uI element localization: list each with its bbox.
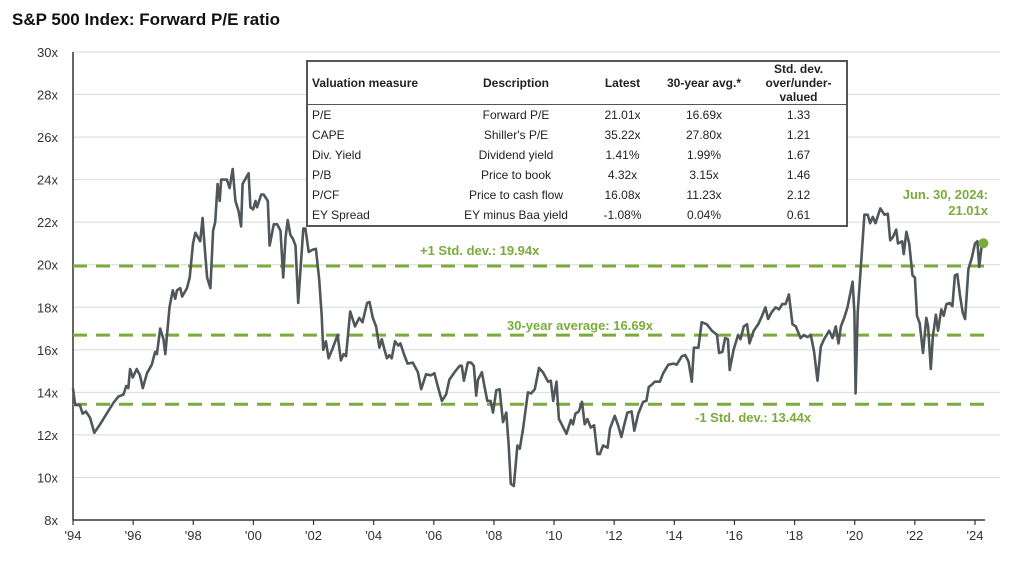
latest-annotation: Jun. 30, 2024: 21.01x xyxy=(903,187,988,219)
header-valuation-measure: Valuation measure xyxy=(308,62,444,105)
table-row: CAPE Shiller's P/E 35.22x 27.80x 1.21 xyxy=(308,125,846,145)
table-cell: 3.15x xyxy=(689,168,719,182)
table-cell: Div. Yield xyxy=(312,148,362,162)
y-tick-label: 20x xyxy=(37,258,58,273)
x-tick-label: '24 xyxy=(967,528,984,543)
table-cell: 1.67 xyxy=(786,148,811,162)
y-tick-label: 28x xyxy=(37,88,58,103)
y-tick-label: 16x xyxy=(37,343,58,358)
y-tick-label: 10x xyxy=(37,470,58,485)
latest-date: Jun. 30, 2024: xyxy=(902,187,988,202)
table-cell: 4.32x xyxy=(607,168,638,182)
table-row: Div. Yield Dividend yield 1.41% 1.99% 1.67 xyxy=(308,145,846,165)
latest-point-marker xyxy=(978,238,989,249)
x-tick-label: '22 xyxy=(906,528,923,543)
x-tick-label: '94 xyxy=(65,528,82,543)
x-tick-label: '02 xyxy=(305,528,322,543)
table-cell: 35.22x xyxy=(604,128,641,142)
x-tick-label: '10 xyxy=(546,528,563,543)
y-tick-label: 30x xyxy=(37,45,58,60)
y-tick-label: 8x xyxy=(44,513,58,528)
table-cell: -1.08% xyxy=(603,208,642,222)
x-tick-label: '96 xyxy=(125,528,142,543)
table-cell: Forward P/E xyxy=(482,108,550,122)
plus-1-std-dev-label: +1 Std. dev.: 19.94x xyxy=(420,243,540,258)
header-std-dev-line2: over/under-valued xyxy=(765,76,832,104)
header-latest: Latest xyxy=(588,62,657,105)
x-tick-label: '12 xyxy=(606,528,623,543)
table-cell: 1.46 xyxy=(786,168,811,182)
table-cell: 1.21 xyxy=(786,128,811,142)
table-cell: Price to book xyxy=(480,168,552,182)
table-cell: EY Spread xyxy=(312,208,370,222)
table-cell: 1.41% xyxy=(605,148,640,162)
table-cell: P/B xyxy=(312,168,332,182)
pe-ratio-line xyxy=(71,167,985,488)
table-cell: 16.69x xyxy=(685,108,723,122)
x-tick-label: '18 xyxy=(786,528,803,543)
y-tick-label: 12x xyxy=(37,428,58,443)
table-cell: 0.61 xyxy=(786,208,811,222)
table-cell: 11.23x xyxy=(686,188,722,202)
y-tick-label: 22x xyxy=(37,215,58,230)
y-tick-label: 18x xyxy=(37,300,58,315)
x-tick-label: '20 xyxy=(846,528,863,543)
table-cell: EY minus Baa yield xyxy=(464,208,568,222)
header-std-dev-line1: Std. dev. xyxy=(773,62,824,76)
30-year-average-label: 30-year average: 16.69x xyxy=(507,318,654,333)
x-tick-label: '06 xyxy=(425,528,442,543)
table-cell: CAPE xyxy=(312,128,345,142)
table-cell: 27.80x xyxy=(685,128,723,142)
header-30yr-avg: 30-year avg.* xyxy=(657,62,751,105)
x-tick-label: '14 xyxy=(666,528,683,543)
x-tick-label: '08 xyxy=(485,528,502,543)
table-cell: 16.08x xyxy=(604,188,641,202)
header-std-dev: Std. dev. over/under-valued xyxy=(751,62,846,105)
table-cell: 0.04% xyxy=(686,208,722,222)
table-row: P/CF Price to cash flow 16.08x 11.23x 2.12 xyxy=(308,185,846,205)
table-row: EY Spread EY minus Baa yield -1.08% 0.04% 0.… xyxy=(308,205,846,225)
x-tick-label: '00 xyxy=(245,528,262,543)
table-cell: 2.12 xyxy=(786,188,811,202)
table-cell: 1.33 xyxy=(786,108,811,122)
minus-1-std-dev-label: -1 Std. dev.: 13.44x xyxy=(695,410,812,425)
valuation-table: Valuation measure Description Latest 30-… xyxy=(306,60,848,227)
table-header-row: Valuation measure Description Latest 30-… xyxy=(308,62,846,105)
table-row: P/E Forward P/E 21.01x 16.69x 1.33 xyxy=(308,105,846,126)
x-tick-label: '04 xyxy=(365,528,382,543)
table-cell: Dividend yield xyxy=(478,148,554,162)
table-cell: Shiller's P/E xyxy=(483,128,549,142)
x-tick-label: '16 xyxy=(726,528,743,543)
header-description: Description xyxy=(444,62,588,105)
x-tick-label: '98 xyxy=(185,528,202,543)
chart-title: S&P 500 Index: Forward P/E ratio xyxy=(12,10,280,29)
y-tick-label: 26x xyxy=(37,130,58,145)
y-tick-label: 14x xyxy=(37,385,58,400)
table-cell: Price to cash flow xyxy=(468,188,564,202)
table-cell: P/CF xyxy=(312,188,340,202)
table-cell: 1.99% xyxy=(686,148,722,162)
y-tick-label: 24x xyxy=(37,173,58,188)
latest-value: 21.01x xyxy=(948,203,988,218)
table-cell: P/E xyxy=(312,108,332,122)
table-cell: 21.01x xyxy=(604,108,641,122)
table-row: P/B Price to book 4.32x 3.15x 1.46 xyxy=(308,165,846,185)
